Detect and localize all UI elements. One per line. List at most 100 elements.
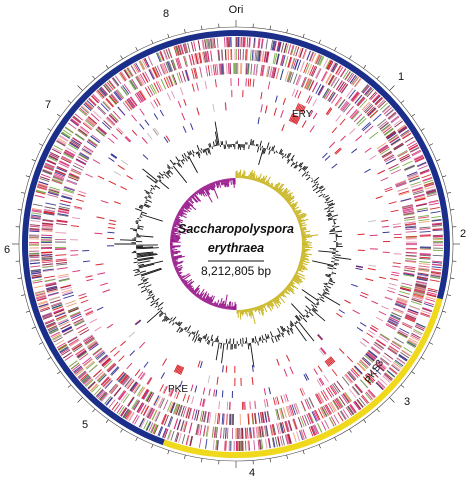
gene-feature-mark <box>406 171 418 177</box>
gc-skew-bar <box>272 183 278 190</box>
gene-feature-mark <box>278 41 282 52</box>
gc-content-bar <box>192 335 196 341</box>
gc-skew-bar <box>275 296 282 305</box>
gene-cluster-mark <box>295 103 300 110</box>
gene-feature-mark <box>77 129 88 137</box>
gene-feature-mark <box>32 280 43 284</box>
gene-feature-mark <box>344 71 352 81</box>
gene-feature-mark <box>41 312 52 317</box>
gene-feature-mark <box>293 46 298 56</box>
gene-feature-mark <box>287 44 292 55</box>
gene-cluster-mark <box>175 365 180 373</box>
gene-feature-mark <box>218 63 221 75</box>
gene-feature-mark <box>202 387 206 395</box>
gene-feature-mark <box>49 153 59 159</box>
gene-feature-mark <box>311 82 318 93</box>
gene-feature-mark <box>48 154 59 160</box>
gene-feature-mark <box>350 91 359 101</box>
gene-feature-mark <box>111 401 119 411</box>
scale-tick <box>318 39 321 44</box>
gene-feature-mark <box>371 94 380 102</box>
gc-content-bar <box>203 149 206 153</box>
gc-content-bar <box>312 308 317 312</box>
gene-feature-mark <box>391 312 402 318</box>
gene-feature-mark <box>157 80 163 91</box>
gene-feature-mark <box>392 308 404 315</box>
gc-content-bar <box>301 165 306 170</box>
gene-cluster-mark <box>327 358 334 365</box>
gene-feature-mark <box>398 329 409 336</box>
gene-feature-mark <box>82 260 91 263</box>
scale-tick <box>67 384 72 388</box>
gene-feature-mark <box>403 347 413 354</box>
gene-feature-mark <box>194 53 199 65</box>
gene-feature-mark <box>45 282 57 286</box>
gene-feature-mark <box>208 38 211 49</box>
gc-content-bar <box>294 322 297 325</box>
gc-content-bar <box>180 327 182 329</box>
gene-feature-mark <box>181 112 186 121</box>
gene-feature-mark <box>323 58 329 68</box>
gene-feature-mark <box>273 107 277 116</box>
gene-feature-mark <box>411 150 422 157</box>
gc-content-bar <box>335 230 343 233</box>
gene-feature-mark <box>193 53 197 65</box>
gene-feature-mark <box>76 350 87 358</box>
gc-content-bar <box>209 142 212 148</box>
gc-skew-bar <box>216 180 220 188</box>
gene-feature-mark <box>204 411 207 423</box>
gene-feature-mark <box>319 347 326 355</box>
scale-ticks <box>12 20 460 468</box>
gene-feature-mark <box>71 139 81 146</box>
gene-feature-mark <box>260 92 263 100</box>
gene-feature-mark <box>83 358 93 366</box>
gc-skew-bar <box>179 209 184 213</box>
gene-feature-mark <box>31 274 42 277</box>
gc-content-bar <box>144 196 148 200</box>
gene-cluster-mark <box>294 116 300 125</box>
gene-feature-mark <box>415 323 426 329</box>
gene-feature-mark <box>178 44 182 55</box>
gene-feature-mark <box>393 307 404 313</box>
gene-feature-mark <box>384 372 393 380</box>
gene-feature-mark <box>293 403 299 415</box>
gc-content-bar <box>136 254 158 258</box>
gene-feature-mark <box>277 41 281 52</box>
gene-feature-mark <box>133 63 140 73</box>
gene-feature-mark <box>36 297 47 301</box>
gene-feature-mark <box>366 106 375 115</box>
gene-feature-mark <box>46 323 57 329</box>
gene-feature-mark <box>79 127 89 135</box>
gene-feature-mark <box>372 94 381 103</box>
gene-feature-mark <box>56 223 68 226</box>
gene-feature-mark <box>74 113 84 121</box>
gene-feature-mark <box>96 389 105 398</box>
gene-feature-mark <box>213 426 216 438</box>
gene-feature-mark <box>47 291 59 296</box>
gene-feature-mark <box>203 425 206 437</box>
gene-feature-mark <box>249 401 252 410</box>
gene-feature-mark <box>100 87 108 96</box>
gene-feature-mark <box>356 116 365 125</box>
gene-feature-mark <box>427 289 438 293</box>
gc-content-bar <box>183 152 187 158</box>
gene-feature-mark <box>88 364 98 373</box>
gene-feature-mark <box>97 126 107 135</box>
gene-feature-mark <box>370 347 380 355</box>
gene-feature-mark <box>156 65 163 76</box>
gc-skew-bar <box>280 187 288 196</box>
gene-feature-mark <box>247 63 250 75</box>
gc-content-bar <box>204 333 208 340</box>
scale-tick <box>420 357 425 360</box>
gene-feature-mark <box>165 76 171 88</box>
gene-feature-mark <box>166 92 171 101</box>
gene-cluster-mark <box>176 365 181 374</box>
gene-feature-mark <box>244 427 247 439</box>
scale-tick <box>151 39 154 44</box>
gene-feature-mark <box>117 106 126 116</box>
scale-tick <box>77 85 83 91</box>
gene-feature-mark <box>274 396 278 405</box>
gene-feature-mark <box>143 405 150 417</box>
gc-skew-bar <box>207 296 212 304</box>
gene-feature-mark <box>386 322 397 329</box>
